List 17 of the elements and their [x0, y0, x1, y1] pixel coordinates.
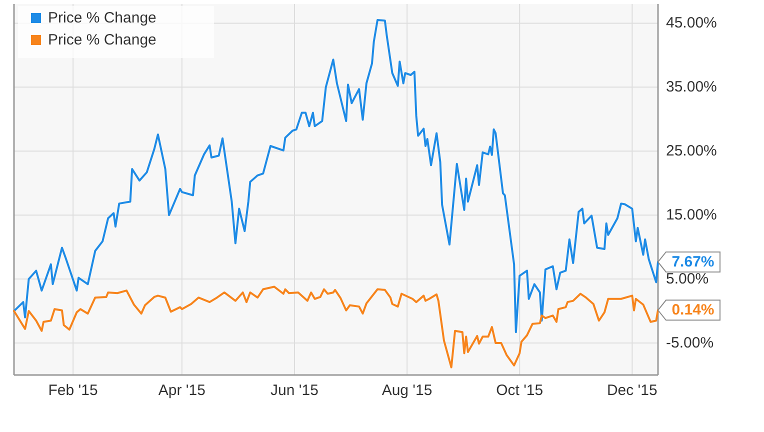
legend-label: Price % Change [48, 32, 156, 48]
y-tick-label: 5.00% [666, 270, 709, 288]
x-tick-label: Apr '15 [158, 382, 206, 399]
x-tick-label: Dec '15 [606, 382, 658, 399]
y-tick-label: 25.00% [666, 142, 717, 160]
annotation: 7.67% [672, 253, 714, 270]
x-tick-label: Aug '15 [382, 382, 432, 399]
y-tick-label: 15.00% [666, 206, 717, 224]
y-tick-label: 35.00% [666, 78, 717, 96]
x-tick-label: Feb '15 [48, 382, 98, 399]
x-tick-label: Oct '15 [496, 382, 544, 399]
y-tick-label: -5.00% [666, 334, 714, 352]
y-tick-label: 45.00% [666, 14, 717, 32]
line-series [13, 286, 659, 368]
x-tick-label: Jun '15 [270, 382, 318, 399]
annotation: 0.14% [672, 302, 714, 319]
legend-label: Price % Change [48, 10, 156, 26]
